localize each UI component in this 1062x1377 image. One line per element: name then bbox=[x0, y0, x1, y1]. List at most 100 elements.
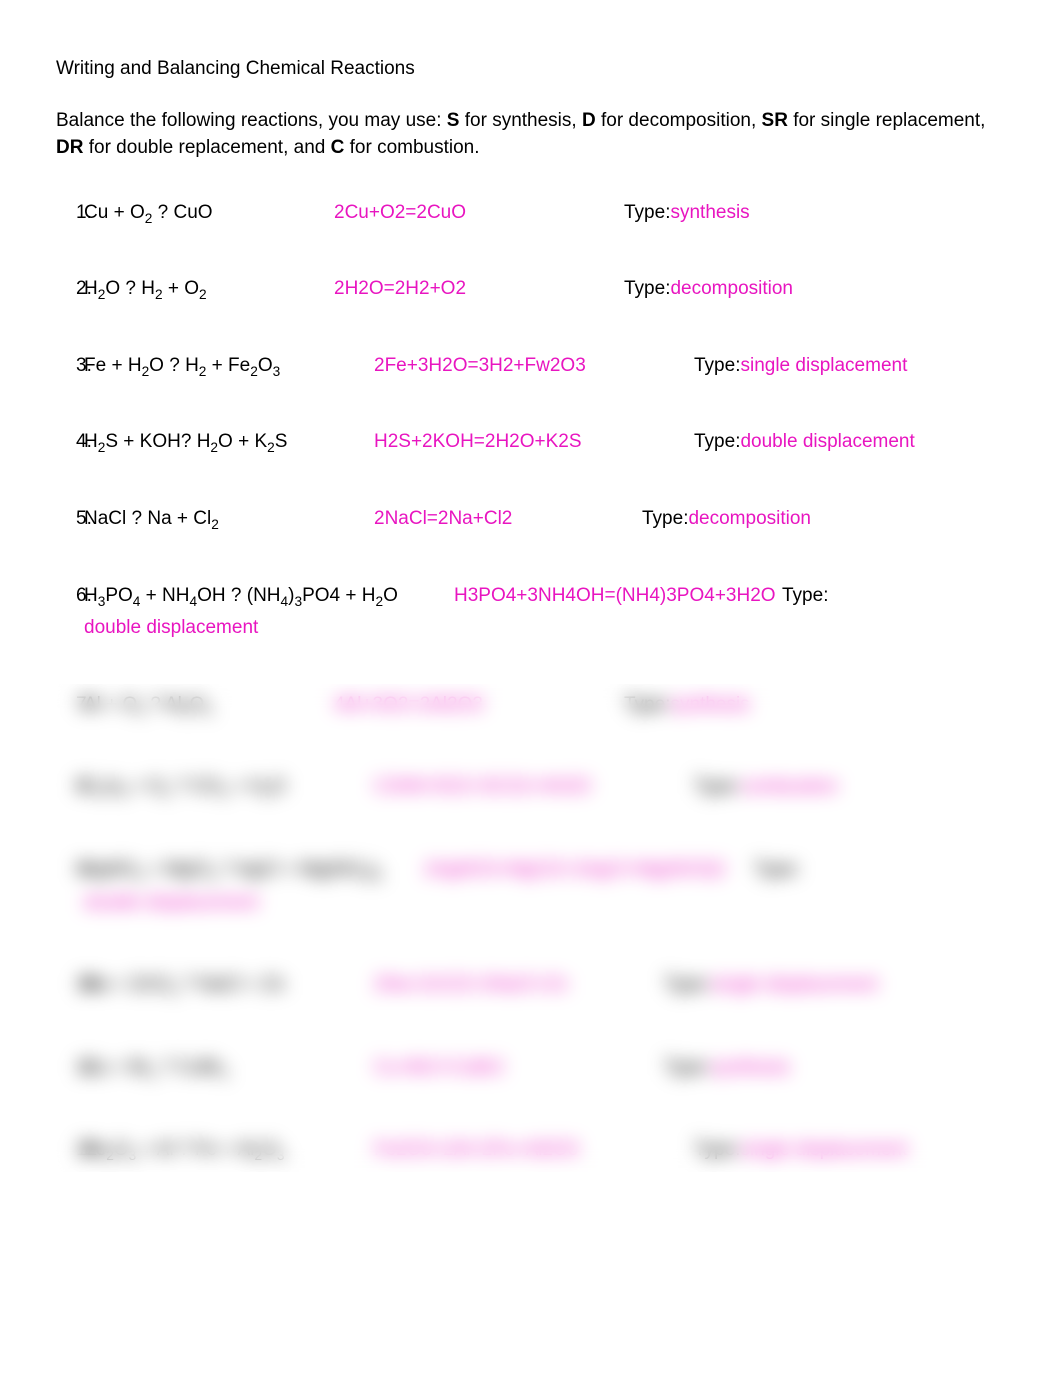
balanced-answer: 2Na+ZnCl2=2NaCl+Zn bbox=[374, 972, 664, 999]
code-dr: DR bbox=[56, 137, 83, 158]
balanced-answer: 2NaCl=2Na+Cl2 bbox=[374, 506, 642, 533]
equation: Cu + Br2 ? CuBr2 bbox=[84, 1055, 374, 1082]
instr-d-txt: for decomposition, bbox=[596, 110, 762, 131]
problem-row: 11.Cu + Br2 ? CuBr2Cu+Br2=CuBr2Type:synt… bbox=[56, 1055, 1006, 1082]
balanced-answer: 4Al+3O2=2Al2O3 bbox=[334, 692, 624, 719]
code-sr: SR bbox=[762, 110, 788, 131]
instr-pre: Balance the following reactions, you may… bbox=[56, 110, 447, 131]
type-label: Type: bbox=[782, 585, 828, 606]
equation: Al + O2 ? Al2O3 bbox=[84, 692, 334, 719]
balanced-answer: 2AgNO3+MgCl2=2AgCl+Mg(NO3)2 bbox=[424, 857, 754, 884]
page-title: Writing and Balancing Chemical Reactions bbox=[56, 56, 1006, 83]
problem-row: 5.NaCl ? Na + Cl22NaCl=2Na+Cl2Type:decom… bbox=[56, 506, 1006, 533]
type-value: synthesis bbox=[670, 694, 749, 715]
type-group: Type:single displacement bbox=[694, 353, 907, 380]
problem-row: 8.C3H8 + O2 ? CO2 + H2OC3H8+5O2=3CO2+4H2… bbox=[56, 774, 1006, 801]
instr-s-txt: for synthesis, bbox=[459, 110, 582, 131]
problem-number: 8. bbox=[56, 774, 84, 801]
type-group: Type:double displacement bbox=[694, 429, 915, 456]
type-label: Type: bbox=[694, 355, 740, 376]
type-group: Type:synthesis bbox=[664, 1055, 790, 1082]
equation: H2S + KOH? H2O + K2S bbox=[84, 429, 374, 456]
problem-row: 7.Al + O2 ? Al2O34Al+3O2=2Al2O3Type:synt… bbox=[56, 692, 1006, 719]
problem-number: 11. bbox=[56, 1055, 84, 1082]
problem-number: 1. bbox=[56, 200, 84, 227]
balanced-answer: 2H2O=2H2+O2 bbox=[334, 276, 624, 303]
type-group: Type:synthesis bbox=[624, 200, 750, 227]
type-value: single displacement bbox=[710, 974, 877, 995]
problem-number: 12. bbox=[56, 1137, 84, 1164]
balanced-answer: 2Cu+O2=2CuO bbox=[334, 200, 624, 227]
type-value: double displacement bbox=[84, 892, 258, 913]
problem-number: 7. bbox=[56, 692, 84, 719]
type-group: Type:combustion bbox=[694, 774, 838, 801]
type-label: Type: bbox=[694, 776, 740, 797]
type-group: Type: bbox=[754, 857, 800, 884]
type-group: Type:single displacement bbox=[694, 1137, 907, 1164]
code-s: S bbox=[447, 110, 460, 131]
equation: NaCl ? Na + Cl2 bbox=[84, 506, 374, 533]
instr-dr-txt: for double replacement, and bbox=[83, 137, 330, 158]
balanced-answer: H2S+2KOH=2H2O+K2S bbox=[374, 429, 694, 456]
type-value: synthesis bbox=[670, 202, 749, 223]
type-label: Type: bbox=[642, 508, 688, 529]
type-label: Type: bbox=[754, 859, 800, 880]
type-value: single displacement bbox=[740, 1139, 907, 1160]
equation: Cu + O2 ? CuO bbox=[84, 200, 334, 227]
problem-number: 2. bbox=[56, 276, 84, 303]
problem-row: 2.H2O ? H2 + O22H2O=2H2+O2Type:decomposi… bbox=[56, 276, 1006, 303]
problem-row: 1.Cu + O2 ? CuO2Cu+O2=2CuOType:synthesis bbox=[56, 200, 1006, 227]
balanced-answer: H3PO4+3NH4OH=(NH4)3PO4+3H2O bbox=[454, 583, 782, 610]
problem-number: 4. bbox=[56, 429, 84, 456]
type-group: Type:single displacement bbox=[664, 972, 877, 999]
problems-list: 1.Cu + O2 ? CuO2Cu+O2=2CuOType:synthesis… bbox=[56, 200, 1006, 642]
type-value: combustion bbox=[740, 776, 837, 797]
type-group: Type:decomposition bbox=[642, 506, 811, 533]
type-value: double displacement bbox=[740, 431, 914, 452]
balanced-answer: C3H8+5O2=3CO2+4H2O bbox=[374, 774, 694, 801]
problem-number: 3. bbox=[56, 353, 84, 380]
type-label: Type: bbox=[694, 431, 740, 452]
instr-sr-txt: for single replacement, bbox=[788, 110, 986, 131]
equation: Fe2O3 + Al ? Fe + Al2O3 bbox=[84, 1137, 374, 1164]
type-label: Type: bbox=[694, 1139, 740, 1160]
type-value: single displacement bbox=[740, 355, 907, 376]
equation: Na + ZnCl2 ? NaCl + Zn bbox=[84, 972, 374, 999]
equation: H3PO4 + NH4OH ? (NH4)3PO4 + H2O bbox=[84, 583, 454, 610]
type-label: Type: bbox=[624, 202, 670, 223]
problem-number: 6. bbox=[56, 583, 84, 610]
type-label: Type: bbox=[624, 694, 670, 715]
problem-row: 12.Fe2O3 + Al ? Fe + Al2O3Fe2O3+2Al=2Fe+… bbox=[56, 1137, 1006, 1164]
balanced-answer: Cu+Br2=CuBr2 bbox=[374, 1055, 664, 1082]
type-value: decomposition bbox=[688, 508, 811, 529]
type-label: Type: bbox=[664, 1057, 710, 1078]
type-group: Type:decomposition bbox=[624, 276, 793, 303]
equation: Fe + H2O ? H2 + Fe2O3 bbox=[84, 353, 374, 380]
problem-row: 3.Fe + H2O ? H2 + Fe2O32Fe+3H2O=3H2+Fw2O… bbox=[56, 353, 1006, 380]
equation: H2O ? H2 + O2 bbox=[84, 276, 334, 303]
code-c: C bbox=[331, 137, 345, 158]
problem-row: 4.H2S + KOH? H2O + K2SH2S+2KOH=2H2O+K2ST… bbox=[56, 429, 1006, 456]
problem-row: 10.Na + ZnCl2 ? NaCl + Zn2Na+ZnCl2=2NaCl… bbox=[56, 972, 1006, 999]
problem-row: 6.H3PO4 + NH4OH ? (NH4)3PO4 + H2OH3PO4+3… bbox=[56, 583, 1006, 642]
problem-number: 5. bbox=[56, 506, 84, 533]
type-label: Type: bbox=[624, 278, 670, 299]
type-value: decomposition bbox=[670, 278, 793, 299]
instructions: Balance the following reactions, you may… bbox=[56, 107, 1006, 162]
type-group: Type:synthesis bbox=[624, 692, 750, 719]
blurred-section: 7.Al + O2 ? Al2O34Al+3O2=2Al2O3Type:synt… bbox=[56, 692, 1006, 1164]
problem-number: 9. bbox=[56, 857, 84, 884]
type-label: Type: bbox=[664, 974, 710, 995]
equation: AgNO3 + MgCl2 ? AgCl + Mg(NO3)2 bbox=[84, 857, 424, 884]
type-value: double displacement bbox=[84, 617, 258, 638]
balanced-answer: 2Fe+3H2O=3H2+Fw2O3 bbox=[374, 353, 694, 380]
code-d: D bbox=[582, 110, 596, 131]
type-group: Type: bbox=[782, 583, 828, 610]
problem-number: 10. bbox=[56, 972, 84, 999]
equation: C3H8 + O2 ? CO2 + H2O bbox=[84, 774, 374, 801]
blurred-problems-list: 7.Al + O2 ? Al2O34Al+3O2=2Al2O3Type:synt… bbox=[56, 692, 1006, 1164]
balanced-answer: Fe2O3+2Al=2Fe+Al2O3 bbox=[374, 1137, 694, 1164]
problem-row: 9.AgNO3 + MgCl2 ? AgCl + Mg(NO3)22AgNO3+… bbox=[56, 857, 1006, 916]
type-value: synthesis bbox=[710, 1057, 789, 1078]
instr-c-txt: for combustion. bbox=[344, 137, 479, 158]
